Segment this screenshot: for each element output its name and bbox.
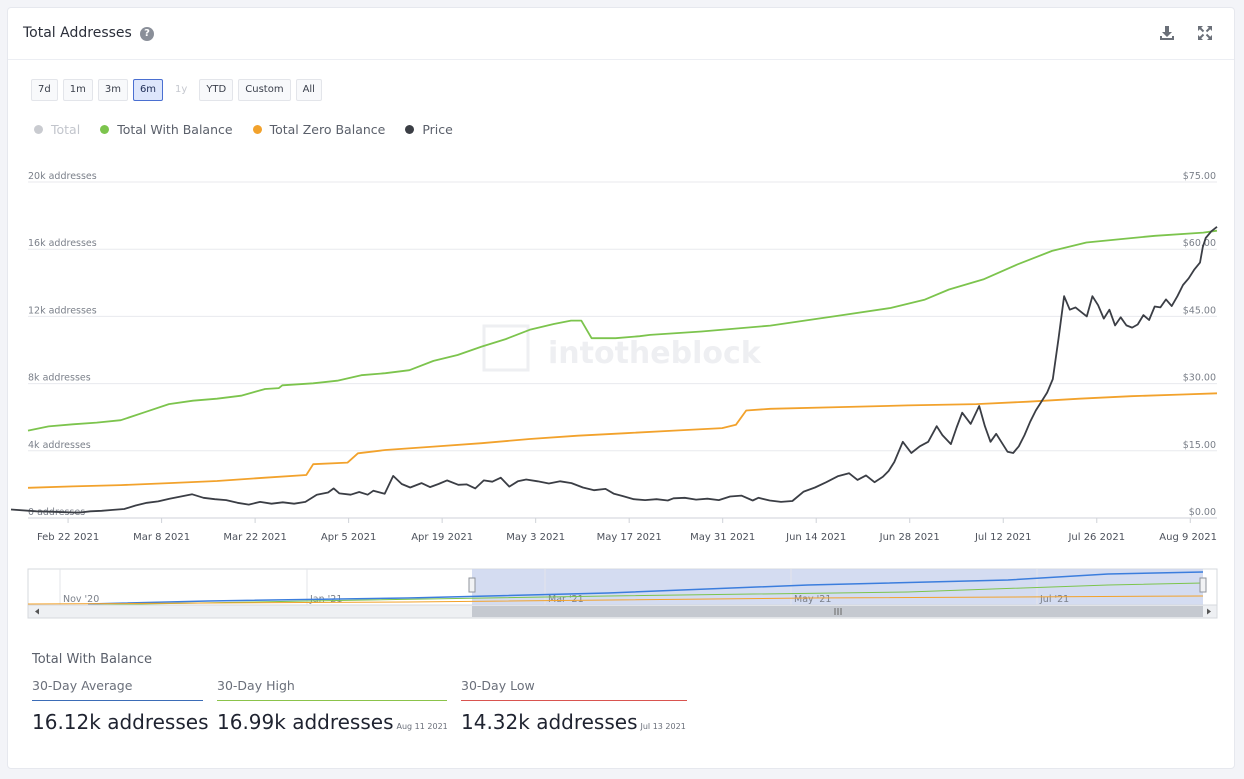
range-all-button[interactable]: All [295,79,322,101]
legend-dot [252,125,262,134]
legend-label: Total Zero Balance [269,122,386,137]
stat-label: 30-Day Average [32,678,203,701]
stat-value: 16.12k addresses [32,710,209,734]
legend-dot [405,125,415,134]
range-custom-button[interactable]: Custom [238,79,291,101]
x-tick-label: May 17 2021 [597,532,662,543]
download-icon[interactable] [1158,24,1176,42]
stat-30-day-high: 30-Day High 16.99k addresses Aug 11 2021 [217,678,448,734]
range-ytd-button[interactable]: YTD [199,79,234,101]
stat-30-day-average: 30-Day Average 16.12k addresses [32,678,209,734]
scroll-right-icon [1207,608,1211,615]
y-tick-label-left: 12k addresses [28,305,97,316]
x-tick-label: Aug 9 2021 [1159,532,1217,543]
navigator-label: Mar '21 [548,594,584,605]
x-tick-label: Mar 22 2021 [223,532,286,543]
stat-value: 16.99k addresses Aug 11 2021 [217,710,448,734]
navigator-selection [472,569,1203,605]
navigator-series-balance [87,582,1204,606]
navigator-label: Nov '20 [63,594,99,605]
x-tick-label: Mar 8 2021 [133,532,190,543]
y-tick-label-left: 8k addresses [28,373,91,384]
range-6m-button[interactable]: 6m [132,79,164,101]
stat-value-text: 14.32k addresses [461,710,638,734]
y-tick-label-left: 0 addresses [28,507,85,518]
legend-label: Total [51,122,81,137]
legend-dot [100,125,110,134]
y-tick-label-left: 16k addresses [28,238,97,249]
navigator-series-total [87,571,1204,605]
legend-item-total[interactable]: Total [34,122,80,137]
series-line-total-zero-balance [27,392,1218,489]
scrollbar-track [27,604,1218,619]
navigator-frame [27,568,1218,606]
range-3m-button[interactable]: 3m [97,79,128,101]
x-tick-label: May 31 2021 [690,532,755,543]
stat-date: Jul 13 2021 [640,722,686,731]
stat-label: 30-Day High [217,678,447,701]
stat-value: 14.32k addresses Jul 13 2021 [461,710,687,734]
line-chart[interactable]: intotheblock 0 addresses $0.00 4k addresses… [8,8,1236,628]
navigator-series-zero [27,595,1204,605]
stat-label: 30-Day Low [461,678,687,701]
stat-date: Aug 11 2021 [396,722,448,731]
series-line-price [10,226,1218,514]
range-1y-button: 1y [168,79,195,101]
x-tick-label: May 3 2021 [506,532,565,543]
stat-value-text: 16.12k addresses [32,710,209,734]
x-tick-label: Jun 14 2021 [785,532,846,543]
y-tick-label-right: $45.00 [1183,305,1216,316]
range-1m-button[interactable]: 1m [62,79,93,101]
scrollbar-thumb[interactable] [472,606,1203,617]
x-tick-label: Jul 12 2021 [974,532,1032,543]
range-selector: 7d 1m 3m 6m 1y YTD Custom All [31,79,327,101]
y-tick-label-left: 20k addresses [28,171,97,182]
chart-card: Total Addresses ? 7d 1m 3m 6m 1y YTD Cus… [7,7,1235,769]
watermark: intotheblock [548,336,762,371]
x-tick-label: Jun 28 2021 [879,532,940,543]
legend-item-total-zero-balance[interactable]: Total Zero Balance [252,122,386,137]
y-tick-label-right: $0.00 [1189,507,1216,518]
legend-label: Price [422,122,453,137]
series-line-total-with-balance [27,229,1218,432]
scroll-left-icon [35,608,39,615]
y-tick-label-left: 4k addresses [28,440,91,451]
stats-title: Total With Balance [32,652,152,667]
x-tick-label: Jul 26 2021 [1067,532,1125,543]
legend-label: Total With Balance [117,122,233,137]
navigator-handle-right[interactable] [1199,577,1207,593]
navigator-label: Jan '21 [309,594,342,605]
x-tick-label: Apr 19 2021 [411,532,473,543]
range-7d-button[interactable]: 7d [31,79,58,101]
x-tick-label: Feb 22 2021 [37,532,99,543]
scroll-grip-icon [834,608,842,615]
navigator-handle-left[interactable] [468,577,476,593]
stat-value-text: 16.99k addresses [217,710,394,734]
legend-item-price[interactable]: Price [405,122,453,137]
y-tick-label-right: $75.00 [1183,171,1216,182]
navigator-label: Jul '21 [1039,594,1069,605]
legend-item-total-with-balance[interactable]: Total With Balance [100,122,233,137]
fullscreen-icon[interactable] [1196,24,1214,42]
stat-30-day-low: 30-Day Low 14.32k addresses Jul 13 2021 [461,678,687,734]
watermark-logo [482,324,530,372]
help-icon[interactable]: ? [140,27,154,41]
y-tick-label-right: $30.00 [1183,373,1216,384]
page-title: Total Addresses [23,25,132,41]
y-tick-label-right: $60.00 [1183,238,1216,249]
chart-legend: Total Total With Balance Total Zero Bala… [34,122,473,137]
navigator-label: May '21 [794,594,831,605]
legend-dot [34,125,43,134]
y-tick-label-right: $15.00 [1183,440,1216,451]
card-header: Total Addresses ? [8,8,1234,60]
x-tick-label: Apr 5 2021 [321,532,376,543]
